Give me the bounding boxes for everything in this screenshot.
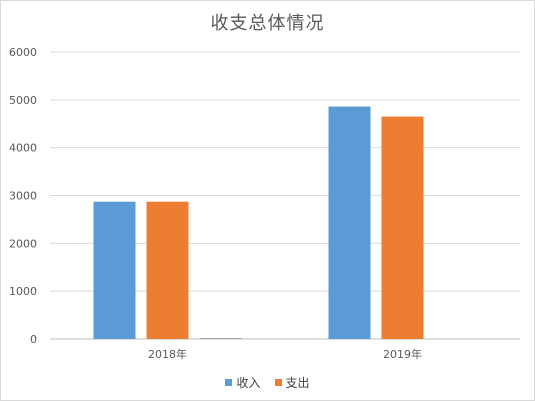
legend-swatch-income [225,379,233,386]
legend-item-expense: 支出 [274,374,310,391]
y-tick-label: 1000 [9,285,37,298]
y-tick-label: 0 [30,333,37,346]
y-tick-label: 2000 [9,237,37,250]
y-tick-label: 5000 [9,94,37,107]
y-tick-label: 4000 [9,142,37,155]
y-tick-label: 6000 [9,46,37,59]
y-tick-label: 3000 [9,190,37,203]
chart-title: 收支总体情况 [210,13,325,34]
bar [199,338,242,339]
legend-label-income: 收入 [236,376,261,390]
legend-item-income: 收入 [225,374,261,391]
x-tick-label: 2019年 [383,347,422,361]
legend-label-expense: 支出 [285,376,310,390]
chart-legend: 收入 支出 [1,374,534,391]
bar [381,116,424,339]
legend-swatch-expense [274,379,282,386]
x-tick-label: 2018年 [148,347,187,361]
bar [146,201,189,339]
bar [93,201,136,339]
bar [328,106,371,339]
